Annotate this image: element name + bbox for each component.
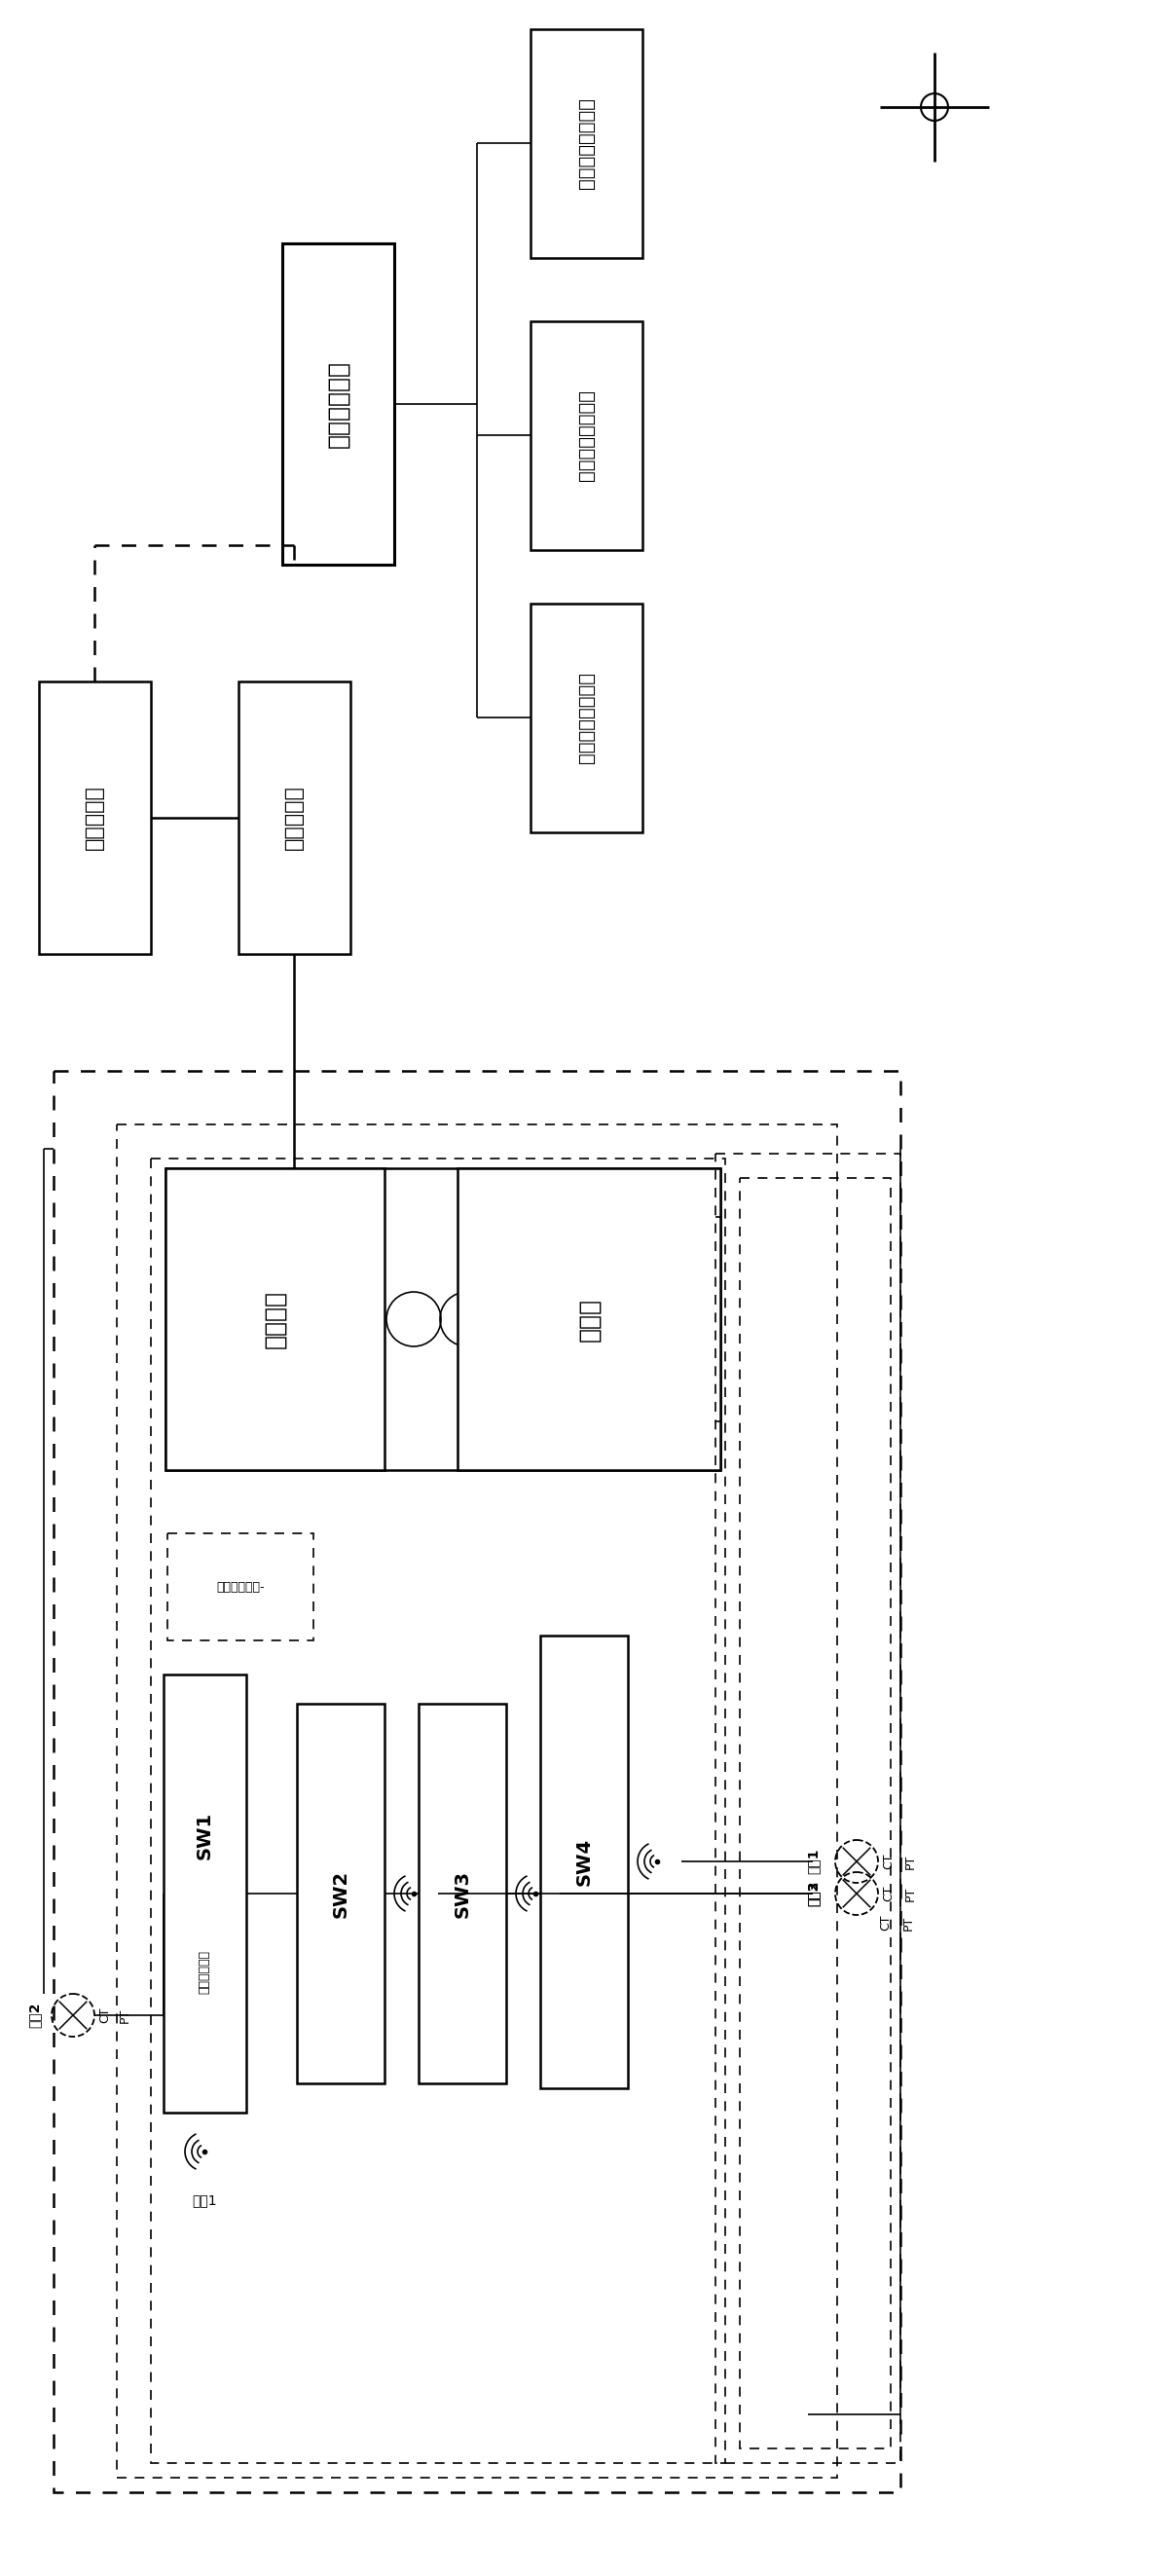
Text: PT: PT — [902, 1917, 914, 1929]
Text: 感器感应发射-: 感器感应发射- — [217, 1582, 265, 1592]
Text: 远程监控平台: 远程监控平台 — [326, 361, 349, 448]
Bar — [540, 1636, 628, 2089]
Bar — [117, 1126, 837, 2478]
Bar — [740, 1177, 891, 2447]
Text: SW3: SW3 — [454, 1870, 471, 1917]
Bar — [39, 683, 151, 953]
Text: 就地操作管理模块: 就地操作管理模块 — [577, 389, 595, 482]
Text: SW1: SW1 — [196, 1811, 213, 1860]
Text: 线路1: 线路1 — [192, 2192, 217, 2208]
Text: CT: CT — [98, 2007, 111, 2022]
Text: 线路1: 线路1 — [806, 1850, 819, 1875]
Text: PT: PT — [904, 1855, 917, 1868]
Text: CT: CT — [883, 1852, 895, 1870]
Text: 线路2: 线路2 — [806, 1880, 819, 1906]
Bar — [238, 683, 350, 953]
Text: 线路3: 线路3 — [806, 1880, 819, 1906]
Bar — [54, 1072, 900, 2491]
Text: 通讯模块: 通讯模块 — [263, 1291, 286, 1347]
Bar — [715, 1154, 900, 2463]
Bar — [282, 242, 394, 564]
Text: 主站操作管理模块: 主站操作管理模块 — [577, 98, 595, 188]
Bar — [531, 28, 642, 258]
Text: CT: CT — [879, 1914, 892, 1932]
Text: 监控数据库: 监控数据库 — [84, 786, 104, 850]
Text: SW4: SW4 — [574, 1837, 593, 1886]
Text: CT: CT — [883, 1886, 895, 1901]
Text: 控制器: 控制器 — [578, 1298, 600, 1342]
Text: 监控服务器: 监控服务器 — [285, 786, 304, 850]
Bar — [418, 1703, 506, 2084]
Text: 故障信息处理模块: 故障信息处理模块 — [577, 672, 595, 762]
Bar — [164, 1674, 246, 2112]
Text: 线路2: 线路2 — [27, 2002, 41, 2027]
Bar — [457, 1170, 721, 1471]
Bar — [151, 1159, 725, 2463]
Text: 感器感应发射: 感器感应发射 — [198, 1950, 211, 1994]
Bar — [297, 1703, 384, 2084]
Bar — [531, 603, 642, 832]
Text: SW2: SW2 — [332, 1870, 350, 1917]
Bar — [531, 322, 642, 551]
Text: PT: PT — [118, 2007, 131, 2022]
Text: PT: PT — [904, 1886, 917, 1901]
Bar — [165, 1170, 384, 1471]
Bar — [168, 1533, 313, 1641]
Bar — [165, 1170, 721, 1471]
